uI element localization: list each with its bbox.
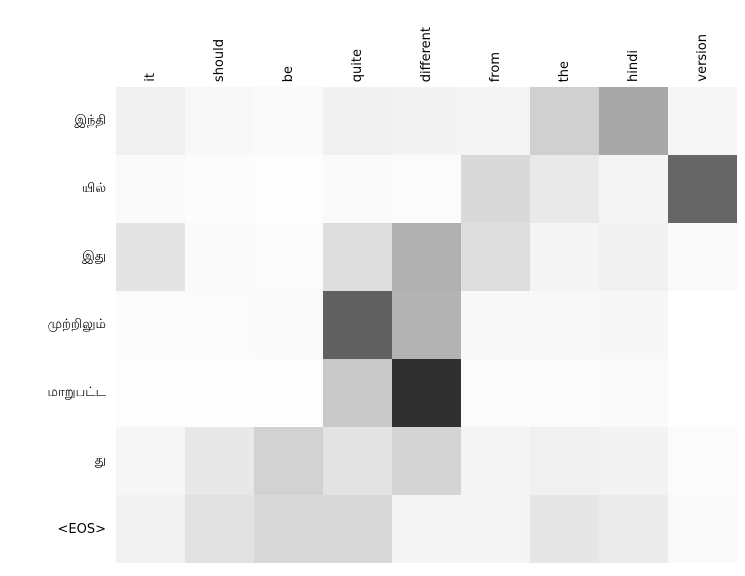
heatmap-cell [668, 495, 737, 563]
heatmap-cell [116, 427, 185, 495]
heatmap-cell [116, 495, 185, 563]
y-tick-label: இந்தி [74, 113, 106, 128]
y-tick-label: இது [82, 249, 106, 264]
heatmap-cell [392, 427, 461, 495]
heatmap-cell [116, 291, 185, 359]
heatmap-cell [323, 291, 392, 359]
heatmap-cell [461, 427, 530, 495]
heatmap-cell [323, 87, 392, 155]
heatmap-cell [185, 155, 254, 223]
x-tick-label: it [143, 73, 158, 82]
heatmap-cell [254, 359, 323, 427]
heatmap-cell [185, 223, 254, 291]
heatmap-cell [461, 223, 530, 291]
heatmap-cell [461, 87, 530, 155]
heatmap-cell [392, 359, 461, 427]
heatmap-cell [530, 291, 599, 359]
heatmap-cell [668, 223, 737, 291]
heatmap-cell [254, 87, 323, 155]
heatmap-cell [530, 427, 599, 495]
heatmap-cell [668, 427, 737, 495]
heatmap-cell [323, 427, 392, 495]
heatmap-cell [599, 291, 668, 359]
y-tick-label: யில் [81, 181, 106, 196]
heatmap-cell [392, 155, 461, 223]
heatmap-cell [461, 359, 530, 427]
heatmap-cell [668, 359, 737, 427]
heatmap-cell [668, 291, 737, 359]
heatmap-cell [323, 155, 392, 223]
heatmap-cell [185, 495, 254, 563]
heatmap-cell [116, 359, 185, 427]
y-axis-tick-labels: இந்தி யில் இது முற்றிலும் மாறுபட்ட து <EOS> [0, 87, 110, 563]
heatmap-cell [461, 291, 530, 359]
heatmap-cell [530, 495, 599, 563]
heatmap-cell [599, 359, 668, 427]
heatmap-cell [254, 155, 323, 223]
heatmap-cell [392, 291, 461, 359]
x-tick-label: version [695, 34, 710, 82]
x-tick-label: should [212, 38, 227, 82]
y-tick-label: <EOS> [57, 521, 106, 537]
heatmap-grid [116, 87, 737, 563]
heatmap-cell [254, 495, 323, 563]
x-axis-tick-labels: it should be quite different from the hindi vers… [116, 0, 737, 82]
heatmap-cell [185, 359, 254, 427]
y-tick-label: முற்றிலும் [47, 317, 106, 332]
heatmap-cell [254, 291, 323, 359]
heatmap-cell [599, 155, 668, 223]
heatmap-cell [392, 495, 461, 563]
heatmap-cell [254, 223, 323, 291]
heatmap-cell [530, 87, 599, 155]
heatmap-cell [461, 155, 530, 223]
y-tick-label: மாறுபட்ட [47, 385, 107, 400]
heatmap-cell [185, 291, 254, 359]
heatmap-cell [599, 495, 668, 563]
heatmap-cell [323, 223, 392, 291]
heatmap-cell [668, 155, 737, 223]
heatmap-cell [599, 427, 668, 495]
heatmap-cell [323, 495, 392, 563]
heatmap-cell [461, 495, 530, 563]
x-tick-label: from [488, 51, 503, 82]
x-tick-label: the [557, 60, 572, 82]
x-tick-label: quite [350, 48, 365, 82]
heatmap-cell [530, 155, 599, 223]
y-tick-label: து [94, 453, 106, 468]
heatmap-cell [530, 359, 599, 427]
heatmap-cell [116, 155, 185, 223]
heatmap-cell [392, 87, 461, 155]
heatmap-cell [599, 223, 668, 291]
heatmap-cell [668, 87, 737, 155]
heatmap-cell [185, 87, 254, 155]
x-tick-label: be [281, 65, 296, 82]
heatmap-cell [392, 223, 461, 291]
heatmap-cell [530, 223, 599, 291]
heatmap-cell [185, 427, 254, 495]
x-tick-label: hindi [626, 50, 641, 82]
x-tick-label: different [419, 26, 434, 82]
heatmap-cell [323, 359, 392, 427]
heatmap-cell [116, 223, 185, 291]
heatmap-cell [599, 87, 668, 155]
heatmap-cell [116, 87, 185, 155]
heatmap-cell [254, 427, 323, 495]
